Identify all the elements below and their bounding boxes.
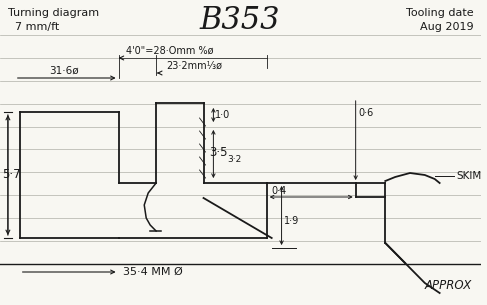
Text: 1·9: 1·9	[283, 216, 299, 225]
Text: 31·6ø: 31·6ø	[49, 66, 79, 76]
Text: 3·5: 3·5	[209, 145, 228, 159]
Text: 7 mm/ft: 7 mm/ft	[8, 22, 59, 32]
Text: Aug 2019: Aug 2019	[420, 22, 473, 32]
Text: Tooling date: Tooling date	[406, 8, 473, 18]
Text: 4'0"=28·Omm %ø: 4'0"=28·Omm %ø	[127, 46, 214, 56]
Text: B353: B353	[200, 5, 281, 36]
Text: 23·2mm⅓ø: 23·2mm⅓ø	[166, 61, 222, 71]
Text: 0·4: 0·4	[272, 186, 287, 196]
Text: SKIM: SKIM	[456, 171, 482, 181]
Text: APPROX: APPROX	[425, 279, 472, 292]
Text: 1·0: 1·0	[215, 110, 231, 120]
Text: 3·2: 3·2	[227, 155, 242, 163]
Text: 0·6: 0·6	[358, 108, 374, 118]
Text: Turning diagram: Turning diagram	[8, 8, 99, 18]
Text: 5·7: 5·7	[2, 168, 20, 181]
Text: 35·4 MM Ø: 35·4 MM Ø	[124, 267, 183, 277]
